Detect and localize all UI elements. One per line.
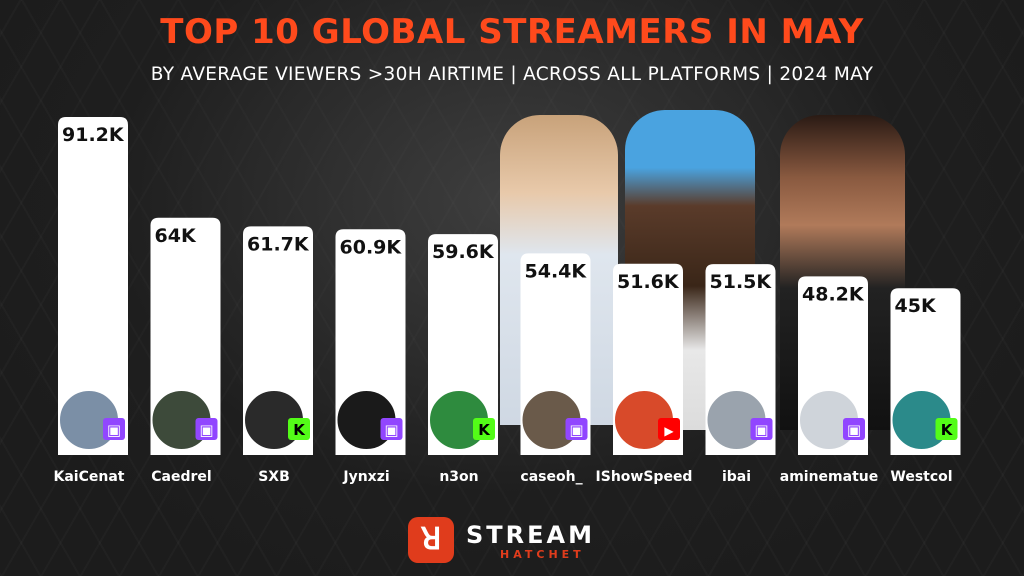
youtube-icon-glyph: ▶ xyxy=(664,424,674,438)
twitch-icon-glyph: ▣ xyxy=(847,421,861,439)
bar-value-label: 64K xyxy=(155,225,197,247)
twitch-icon-glyph: ▣ xyxy=(107,421,121,439)
twitch-icon xyxy=(103,418,125,440)
category-label: caseoh_ xyxy=(520,469,582,485)
twitch-icon xyxy=(565,418,588,440)
chart-title: TOP 10 GLOBAL STREAMERS IN MAY xyxy=(160,12,864,52)
twitch-icon xyxy=(195,418,218,440)
twitch-icon-glyph: ▣ xyxy=(384,421,398,439)
kick-icon-glyph: K xyxy=(478,421,491,439)
bar-value-label: 60.9K xyxy=(340,236,403,258)
bar-value-label: 51.6K xyxy=(617,271,680,293)
bar-value-label: 59.6K xyxy=(432,241,495,263)
category-label: SXB xyxy=(258,469,290,485)
kick-icon xyxy=(288,418,310,440)
logo-badge-icon: ꓤ xyxy=(408,517,454,563)
bar-value-label: 45K xyxy=(895,295,937,317)
chart-subtitle: BY AVERAGE VIEWERS >30H AIRTIME | ACROSS… xyxy=(150,64,874,85)
category-label: IShowSpeed xyxy=(596,469,693,485)
youtube-icon xyxy=(658,418,680,440)
kick-icon xyxy=(935,418,958,440)
category-label: Westcol xyxy=(890,469,952,485)
category-label: KaiCenat xyxy=(54,469,125,485)
category-label: aminematue xyxy=(780,469,879,485)
twitch-icon xyxy=(380,418,403,440)
category-label: Jynxzi xyxy=(342,469,389,485)
kick-icon xyxy=(473,418,495,440)
kick-icon-glyph: K xyxy=(293,421,306,439)
twitch-icon-glyph: ▣ xyxy=(754,421,768,439)
stream-hatchet-logo: ꓤ STREAM HATCHET xyxy=(400,515,640,565)
category-label: n3on xyxy=(439,469,478,485)
kick-icon-glyph: K xyxy=(941,421,954,439)
logo-subword: HATCHET xyxy=(500,548,585,561)
bar-value-label: 51.5K xyxy=(710,271,773,293)
twitch-icon-glyph: ▣ xyxy=(569,421,583,439)
bar xyxy=(58,117,128,455)
category-label: Caedrel xyxy=(151,469,211,485)
category-label: ibai xyxy=(722,469,751,485)
twitch-icon xyxy=(843,418,865,440)
bar-value-label: 54.4K xyxy=(525,260,588,282)
twitch-icon xyxy=(750,418,773,440)
logo-wordmark: STREAM xyxy=(466,521,595,549)
bar-value-label: 61.7K xyxy=(247,233,310,255)
twitch-icon-glyph: ▣ xyxy=(199,421,213,439)
bar-value-label: 91.2K xyxy=(62,124,125,146)
bar-value-label: 48.2K xyxy=(802,283,865,305)
